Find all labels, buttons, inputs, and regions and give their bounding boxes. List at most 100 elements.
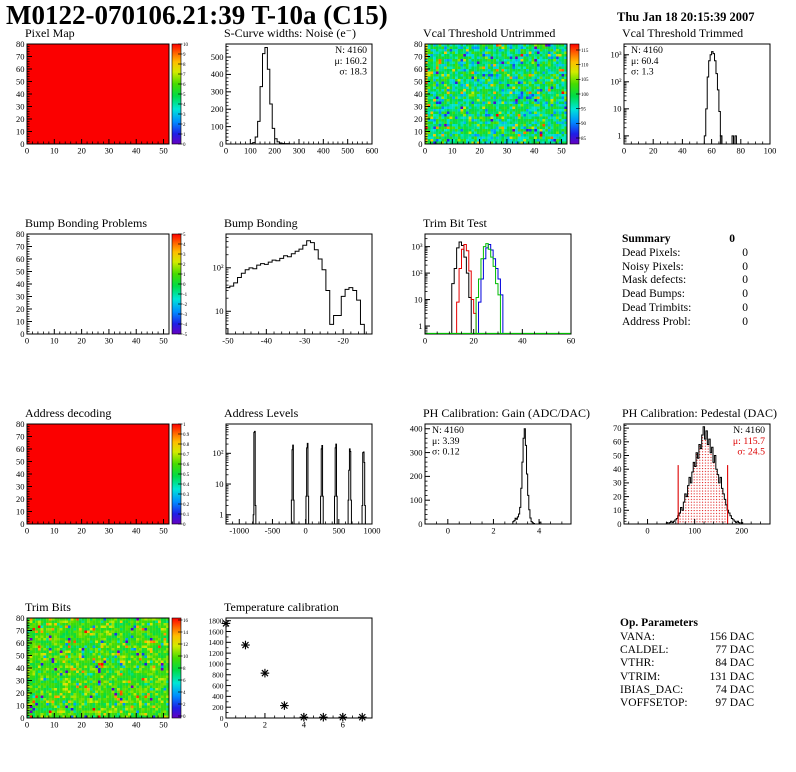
svg-text:10: 10 — [448, 146, 457, 156]
svg-text:-1000: -1000 — [229, 526, 249, 536]
svg-text:20: 20 — [77, 526, 86, 536]
svg-text:10: 10 — [50, 526, 59, 536]
svg-text:σ: 24.5: σ: 24.5 — [737, 447, 765, 458]
plot-title: PH Calibration: Pedestal (DAC) — [622, 406, 777, 420]
svg-text:100: 100 — [688, 526, 701, 536]
ph-gain-plot: PH Calibration: Gain (ADC/DAC) 0 2 4 0 100 20… — [399, 406, 596, 544]
svg-text:50: 50 — [16, 456, 25, 466]
svg-text:10²: 10² — [411, 268, 423, 278]
op-parameter-row: IBIAS_DAC: 74 DAC — [620, 684, 754, 697]
svg-text:20: 20 — [77, 146, 86, 156]
svg-text:200: 200 — [268, 146, 281, 156]
svg-text:40: 40 — [613, 464, 622, 474]
op-parameter-label: VANA: — [620, 631, 655, 643]
svg-text:N: 4160: N: 4160 — [631, 45, 663, 56]
svg-text:0: 0 — [418, 139, 422, 149]
summary-value: 0 — [742, 315, 748, 328]
bump-bonding-problems-plot: Bump Bonding Problems 0 10 20 30 40 50 0 10 20 30… — [1, 216, 198, 354]
svg-text:40: 40 — [16, 89, 25, 99]
svg-text:5: 5 — [183, 233, 186, 238]
svg-text:60: 60 — [707, 146, 716, 156]
svg-text:10³: 10³ — [610, 50, 622, 60]
svg-text:-30: -30 — [299, 336, 310, 346]
svg-text:0.9: 0.9 — [183, 433, 190, 438]
temperature-calibration-plot: Temperature calibration 0 2 4 6 0 200 400 600 80… — [200, 600, 397, 738]
svg-text:200: 200 — [735, 526, 748, 536]
svg-text:100: 100 — [410, 495, 423, 505]
svg-text:1: 1 — [183, 273, 186, 278]
svg-text:0: 0 — [25, 526, 29, 536]
plot-title: S-Curve widths: Noise (e⁻) — [224, 26, 356, 40]
plot-title: Bump Bonding Problems — [25, 216, 148, 230]
svg-text:100: 100 — [581, 93, 589, 98]
plot-title: Trim Bit Test — [423, 216, 487, 230]
op-parameter-row: VTHR: 84 DAC — [620, 657, 754, 670]
svg-text:5: 5 — [183, 93, 186, 98]
svg-text:20: 20 — [414, 114, 423, 124]
svg-text:400: 400 — [317, 146, 330, 156]
summary-row: Noisy Pixels: 0 — [622, 261, 748, 275]
svg-text:40: 40 — [132, 336, 141, 346]
summary-row: Dead Bumps: 0 — [622, 288, 748, 302]
address-decoding-plot: Address decoding 0 10 20 30 40 50 0 10 20 30 40 50 6… — [1, 406, 198, 544]
svg-text:85: 85 — [581, 137, 587, 142]
svg-text:7: 7 — [183, 73, 186, 78]
svg-text:0: 0 — [446, 526, 450, 536]
svg-text:10: 10 — [613, 104, 622, 114]
op-parameter-label: VTHR: — [620, 657, 655, 670]
summary-row: Address Probl: 0 — [622, 316, 748, 330]
svg-text:10: 10 — [215, 306, 224, 316]
svg-text:μ: 60.4: μ: 60.4 — [631, 56, 659, 67]
svg-text:30: 30 — [105, 526, 114, 536]
svg-text:20: 20 — [649, 146, 658, 156]
svg-text:30: 30 — [16, 291, 25, 301]
svg-text:-50: -50 — [222, 336, 233, 346]
summary-value: 0 — [742, 274, 748, 287]
svg-text:6: 6 — [183, 83, 186, 88]
svg-text:500: 500 — [332, 526, 345, 536]
svg-text:50: 50 — [16, 76, 25, 86]
svg-text:70: 70 — [16, 431, 25, 441]
svg-text:90: 90 — [581, 122, 587, 127]
plot-title: Trim Bits — [25, 600, 71, 614]
svg-text:80: 80 — [737, 146, 746, 156]
op-parameter-label: IBIAS_DAC: — [620, 683, 684, 696]
svg-text:70: 70 — [613, 423, 622, 433]
summary-row: Dead Pixels: 0 — [622, 247, 748, 261]
svg-text:2: 2 — [183, 123, 186, 128]
plot-title: Pixel Map — [25, 26, 75, 40]
op-parameter-value: 97 DAC — [715, 697, 754, 710]
svg-text:μ: 160.2: μ: 160.2 — [335, 56, 368, 67]
summary-label: Address Probl: — [622, 315, 691, 328]
svg-text:20: 20 — [16, 304, 25, 314]
svg-text:300: 300 — [293, 146, 306, 156]
svg-text:0: 0 — [224, 146, 228, 156]
svg-text:0: 0 — [219, 139, 223, 149]
svg-text:-500: -500 — [265, 526, 281, 536]
svg-text:1: 1 — [418, 321, 422, 331]
svg-text:10³: 10³ — [411, 241, 423, 251]
svg-text:40: 40 — [414, 89, 423, 99]
svg-text:0: 0 — [183, 523, 186, 528]
svg-text:0: 0 — [617, 519, 621, 529]
svg-text:500: 500 — [211, 52, 224, 62]
svg-text:200: 200 — [211, 104, 224, 114]
op-parameter-value: 131 DAC — [709, 670, 754, 683]
svg-text:σ: 1.3: σ: 1.3 — [631, 67, 654, 78]
summary-title: Summary — [622, 233, 671, 245]
svg-text:0.7: 0.7 — [183, 453, 190, 458]
svg-text:100: 100 — [764, 146, 777, 156]
svg-text:0: 0 — [20, 519, 24, 529]
svg-text:1: 1 — [183, 133, 186, 138]
plot-title: Address decoding — [25, 406, 112, 420]
svg-text:10: 10 — [50, 336, 59, 346]
svg-text:80: 80 — [414, 40, 423, 49]
summary-total: 0 — [729, 233, 735, 245]
svg-text:-20: -20 — [338, 336, 349, 346]
